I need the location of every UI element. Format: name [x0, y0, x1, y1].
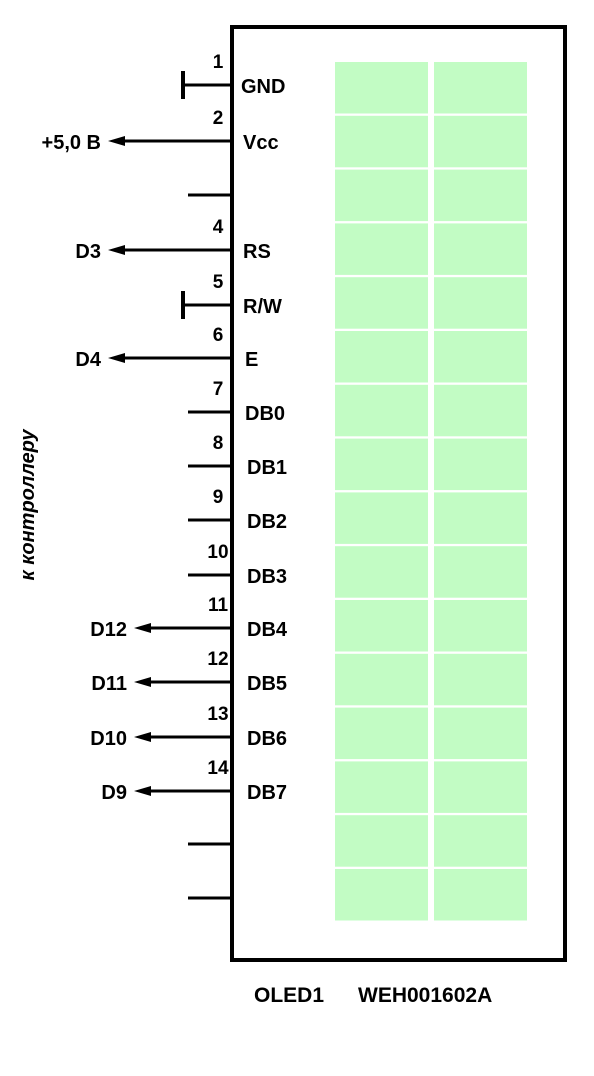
- screen-cell: [335, 492, 428, 544]
- screen-cell: [335, 223, 428, 275]
- pin-name: Vcc: [243, 132, 279, 154]
- screen-cell: [434, 223, 527, 275]
- screen-cell: [335, 761, 428, 813]
- pin-row: D12 11 DB4: [90, 595, 288, 641]
- pin-number: 14: [207, 758, 229, 779]
- signal-target: D12: [90, 619, 127, 641]
- pin-row: +5,0 В 2 Vcc: [42, 108, 279, 154]
- screen-cell: [335, 869, 428, 921]
- pin-number: 10: [207, 542, 228, 563]
- pin-name: DB4: [247, 619, 288, 641]
- screen-cell: [335, 438, 428, 491]
- module-ref: OLED1: [254, 984, 324, 1007]
- screen-cell: [434, 331, 527, 383]
- pin-name: GND: [241, 76, 285, 98]
- module-outline: [230, 25, 567, 962]
- screen-cell: [434, 653, 527, 706]
- pin-row: D3 4 RS: [75, 217, 270, 263]
- screen-cell: [434, 115, 527, 168]
- pin-number: 11: [208, 595, 229, 616]
- screen-cell: [434, 384, 527, 437]
- pin-number: 12: [207, 649, 228, 670]
- signal-target: D4: [75, 349, 101, 371]
- pin-name: DB3: [247, 566, 287, 588]
- screen-cell: [335, 62, 428, 114]
- pin-number: 2: [213, 108, 224, 129]
- module-part: WEH001602A: [358, 984, 492, 1007]
- screen-cell: [434, 62, 527, 114]
- pin-name: DB0: [245, 403, 285, 425]
- pin-name: DB6: [247, 728, 287, 750]
- pin-name: DB1: [247, 457, 287, 479]
- screen-cell: [434, 492, 527, 544]
- signal-target: D10: [90, 728, 127, 750]
- pin-row: D9 14 DB7: [101, 758, 287, 804]
- signal-target: D9: [101, 782, 127, 804]
- pin-row: 1 GND: [181, 52, 285, 99]
- screen-cell: [335, 277, 428, 329]
- screen-cell: [335, 384, 428, 437]
- pin-number: 4: [213, 217, 224, 238]
- pin-row: 10 DB3: [188, 542, 287, 588]
- screen-cell: [335, 331, 428, 383]
- screen-cell: [335, 815, 428, 867]
- display-screen: [335, 62, 527, 921]
- pin-name: DB5: [247, 673, 287, 695]
- pin-name: RS: [243, 241, 271, 263]
- pin-number: 1: [213, 52, 224, 73]
- pin-number: 5: [213, 272, 224, 293]
- screen-cell: [335, 707, 428, 760]
- screen-cell: [434, 815, 527, 867]
- module-caption: OLED1 WEH001602A: [254, 984, 492, 1007]
- screen-cell: [434, 869, 527, 921]
- arrow-head: [108, 245, 125, 255]
- screen-cell: [434, 707, 527, 760]
- pin-row: 7 DB0: [188, 379, 285, 425]
- pin-name: DB2: [247, 511, 287, 533]
- screen-cell: [335, 546, 428, 598]
- pin-name: R/W: [243, 296, 282, 318]
- arrow-head: [134, 786, 151, 796]
- screen-cell: [434, 761, 527, 813]
- pin-row: 8 DB1: [188, 433, 287, 479]
- pin-row: 5 R/W: [181, 272, 282, 319]
- pin-number: 13: [207, 704, 228, 725]
- pin-name: E: [245, 349, 258, 371]
- screen-cell: [335, 169, 428, 222]
- pin-row: D4 6E: [75, 325, 258, 371]
- pin-number: 7: [213, 379, 224, 400]
- screen-cell: [434, 546, 527, 598]
- arrow-head: [134, 732, 151, 742]
- pin-row: 9 DB2: [188, 487, 287, 533]
- screen-cell: [434, 438, 527, 491]
- pin-number: 6: [213, 325, 224, 346]
- pin-list: 1 GND +5,0 В 2 Vcc D3 4 RS 5 R/W D4 6E7 DB0 8 DB1 9 DB2 1…: [42, 52, 288, 900]
- pin-name: DB7: [247, 782, 287, 804]
- screen-cell: [434, 600, 527, 652]
- screen-cell: [434, 169, 527, 222]
- signal-target: D3: [75, 241, 101, 263]
- screen-cell: [434, 277, 527, 329]
- pin-number: 9: [213, 487, 224, 508]
- screen-cell: [335, 600, 428, 652]
- signal-target: +5,0 В: [42, 132, 101, 154]
- arrow-head: [134, 677, 151, 687]
- pin-row: D11 12 DB5: [91, 649, 287, 695]
- arrow-head: [134, 623, 151, 633]
- signal-target: D11: [91, 673, 127, 695]
- screen-cell: [335, 115, 428, 168]
- arrow-head: [108, 353, 125, 363]
- side-label: к контроллеру: [17, 429, 39, 581]
- pin-number: 8: [213, 433, 224, 454]
- screen-cell: [335, 653, 428, 706]
- arrow-head: [108, 136, 125, 146]
- pin-row: D10 13 DB6: [90, 704, 287, 750]
